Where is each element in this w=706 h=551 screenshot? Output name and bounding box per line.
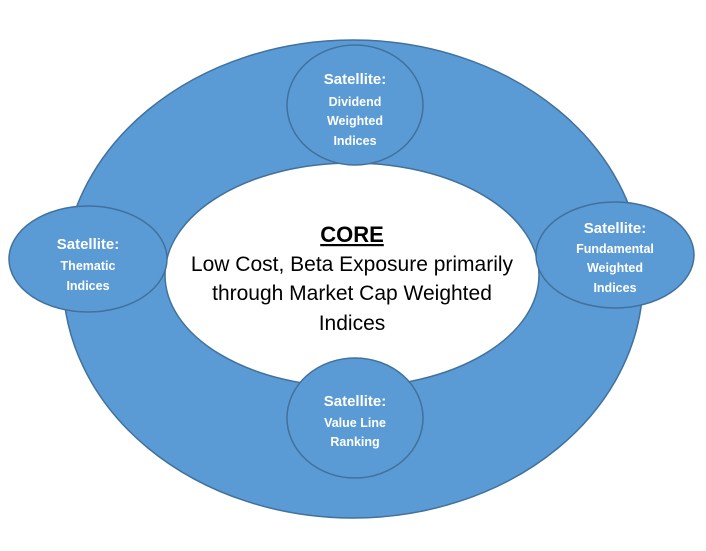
core-line-1: Low Cost, Beta Exposure primarily <box>191 253 514 276</box>
satellite-left-ellipse <box>8 205 168 313</box>
satellite-top-line-1: Dividend <box>329 95 382 109</box>
satellite-left-heading: Satellite: <box>57 236 120 253</box>
core-title: CORE <box>320 222 384 247</box>
satellite-top-line-2: Weighted <box>327 114 383 128</box>
satellite-top: Satellite: Dividend Weighted Indices <box>286 44 424 166</box>
satellite-bottom-line-1: Value Line <box>324 416 386 430</box>
core-line-3: Indices <box>319 312 386 335</box>
satellite-top-line-3: Indices <box>333 134 376 148</box>
satellite-bottom: Satellite: Value Line Ranking <box>286 357 424 479</box>
satellite-top-ellipse <box>286 44 424 166</box>
satellite-right-ellipse <box>535 201 695 309</box>
satellite-bottom-heading: Satellite: <box>324 393 387 410</box>
satellite-top-heading: Satellite: <box>324 71 387 88</box>
satellite-left-line-2: Indices <box>66 279 109 293</box>
satellite-bottom-ellipse <box>286 357 424 479</box>
satellite-left: Satellite: Thematic Indices <box>8 205 168 313</box>
satellite-right-heading: Satellite: <box>584 220 647 237</box>
core-line-2: through Market Cap Weighted <box>212 282 492 305</box>
satellite-right-line-1: Fundamental <box>576 242 654 256</box>
satellite-right-line-2: Weighted <box>587 261 643 275</box>
satellite-bottom-line-2: Ranking <box>330 435 379 449</box>
satellite-left-line-1: Thematic <box>61 259 116 273</box>
satellite-right: Satellite: Fundamental Weighted Indices <box>535 201 695 309</box>
satellite-right-line-3: Indices <box>593 281 636 295</box>
